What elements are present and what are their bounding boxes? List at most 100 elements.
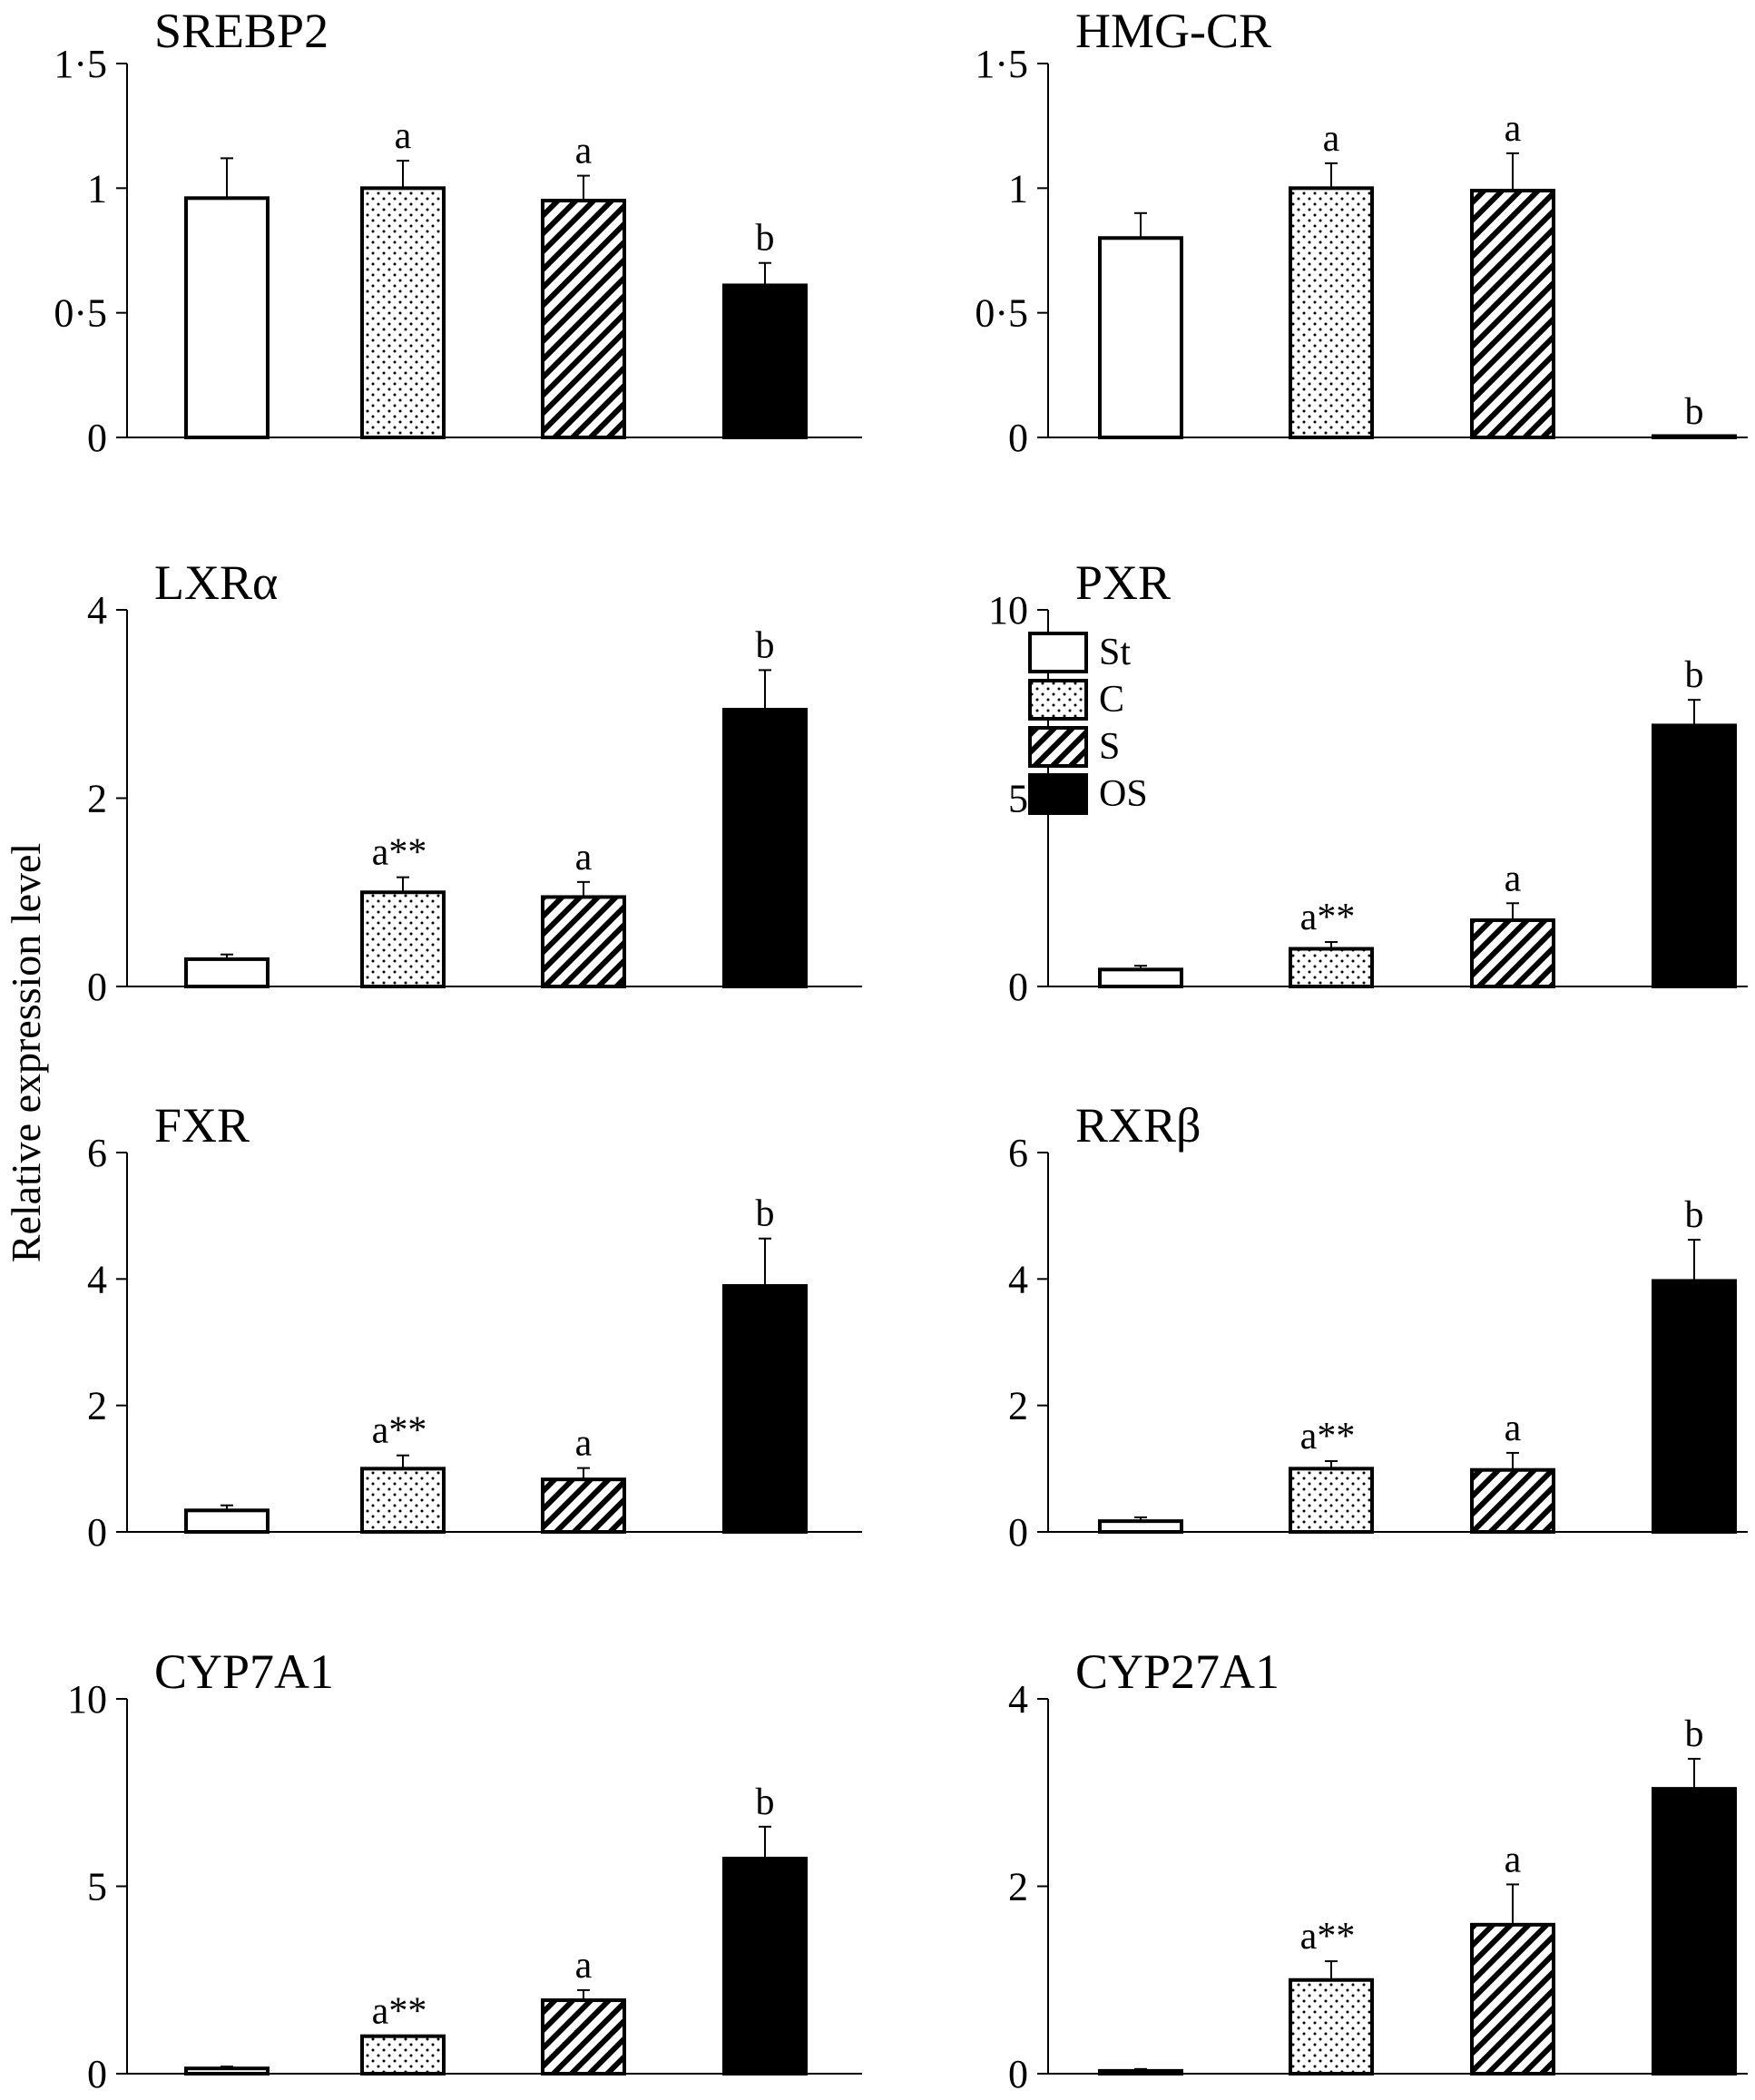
significance-label: b	[1685, 654, 1704, 696]
bar-s	[541, 1477, 626, 1534]
significance-label: a	[1505, 1839, 1522, 1880]
bar-os	[1652, 434, 1737, 439]
y-axis-label: Relative expression level	[3, 843, 49, 1262]
significance-label: a**	[1300, 1416, 1356, 1457]
bar-st	[1098, 967, 1183, 988]
y-tick-label: 4	[87, 588, 107, 633]
y-tick-label: 2	[87, 1384, 107, 1428]
bar-c	[360, 2034, 446, 2075]
panel-hmg-cr: HMG-CR 0 0·5 1 1·5 a a b	[975, 4, 1748, 460]
bar-os	[1652, 1787, 1737, 2075]
y-tick-label: 6	[87, 1131, 107, 1175]
legend-label-st: St	[1099, 632, 1131, 673]
bar-c	[360, 890, 446, 988]
bar-st	[184, 2066, 270, 2076]
bar-os	[722, 283, 808, 439]
significance-label: a**	[372, 832, 427, 874]
y-tick-label: 6	[1008, 1131, 1028, 1175]
legend-swatch-os	[1028, 773, 1088, 815]
bar-c	[1289, 1977, 1374, 2075]
bar-s	[1470, 189, 1555, 440]
y-tick-label: 4	[1008, 1257, 1028, 1301]
significance-label: a	[575, 837, 593, 878]
panel-title: CYP7A1	[154, 1644, 334, 1699]
y-tick-label: 4	[1008, 1677, 1028, 1722]
bar-c	[1289, 1467, 1374, 1535]
y-tick-label: 2	[1008, 1384, 1028, 1428]
y-tick-label: 0	[1008, 416, 1028, 460]
legend-swatch-st	[1028, 632, 1088, 673]
bar-st	[184, 196, 270, 439]
y-tick-label: 4	[87, 1257, 107, 1301]
significance-label: b	[756, 218, 775, 260]
bar-c	[1289, 947, 1374, 988]
y-tick-label: 0	[1008, 2052, 1028, 2096]
bar-c	[360, 1467, 446, 1535]
bar-os	[1652, 1279, 1737, 1534]
y-tick-label: 2	[87, 777, 107, 821]
y-tick-label: 1·5	[975, 42, 1028, 86]
legend-label-c: C	[1099, 679, 1124, 721]
y-tick-label: 0	[87, 416, 107, 460]
panel-fxr: FXR 0 2 4 6 a** a b	[87, 1098, 862, 1555]
significance-label: a	[575, 1423, 593, 1465]
panel-rxr: RXRβ 0 2 4 6 a** a b	[1008, 1098, 1748, 1555]
bar-st	[1098, 1519, 1183, 1534]
panel-title: PXR	[1075, 555, 1171, 610]
bar-s	[1470, 1467, 1555, 1535]
panel-title: LXRα	[154, 555, 278, 610]
y-tick-label: 5	[87, 1865, 107, 1909]
panel-lxr: LXRα 0 2 4 a** a b	[87, 555, 862, 1009]
y-tick-label: 1	[1008, 166, 1028, 211]
significance-label: a	[1323, 118, 1340, 160]
significance-label: b	[1685, 1194, 1704, 1236]
y-tick-label: 5	[1008, 777, 1028, 821]
significance-label: b	[756, 1193, 775, 1235]
y-tick-label: 1	[87, 166, 107, 211]
significance-label: a	[395, 115, 412, 157]
y-tick-label: 0	[1008, 965, 1028, 1009]
panel-srebp2: SREBP2 0 0·5 1 1·5 a a b	[54, 4, 862, 460]
y-tick-label: 0·5	[975, 291, 1028, 336]
bar-os	[722, 1856, 808, 2075]
y-tick-label: 10	[67, 1677, 107, 1722]
significance-label: a	[575, 1945, 593, 1987]
significance-label: a	[575, 131, 593, 172]
significance-label: a**	[1300, 1916, 1356, 1958]
significance-label: a	[1505, 108, 1522, 150]
significance-label: a**	[372, 1410, 427, 1452]
bar-s	[541, 199, 626, 439]
legend-swatch-c	[1028, 679, 1088, 721]
legend-label-os: OS	[1099, 773, 1148, 815]
legend-swatch-s	[1028, 726, 1088, 768]
panel-title: RXRβ	[1075, 1098, 1201, 1153]
significance-label: a**	[372, 1991, 427, 2033]
panel-title: CYP27A1	[1075, 1644, 1279, 1699]
significance-label: b	[1685, 1713, 1704, 1755]
y-tick-label: 0	[87, 2052, 107, 2096]
bar-st	[1098, 2068, 1183, 2076]
y-tick-label: 0	[87, 1510, 107, 1555]
bar-s	[541, 895, 626, 988]
panel-title: FXR	[154, 1098, 250, 1153]
y-tick-label: 0	[1008, 1510, 1028, 1555]
bar-s	[1470, 1922, 1555, 2076]
panel-title: HMG-CR	[1075, 4, 1271, 58]
y-tick-label: 1·5	[54, 42, 107, 86]
bar-os	[722, 1283, 808, 1535]
significance-label: a**	[1300, 897, 1356, 938]
panel-cyp27a1: CYP27A1 0 2 4 a** a b	[1008, 1644, 1748, 2096]
bar-s	[1470, 918, 1555, 989]
panel-title: SREBP2	[154, 4, 328, 58]
legend: St CS OS	[1028, 632, 1148, 815]
significance-label: a	[1505, 858, 1522, 899]
significance-label: b	[756, 1781, 775, 1823]
bar-st	[184, 957, 270, 988]
significance-label: a	[1505, 1408, 1522, 1449]
y-tick-label: 10	[988, 588, 1028, 633]
chart-panels: SREBP2 0 0·5 1 1·5 a a b HMG-CR 0 0·5 1 1·5 a a b LXRα 0 2…	[54, 4, 1748, 2096]
bar-os	[722, 707, 808, 988]
panel-pxr: PXR 0 5 10 a** a b	[988, 555, 1748, 1009]
bar-s	[541, 1998, 626, 2075]
